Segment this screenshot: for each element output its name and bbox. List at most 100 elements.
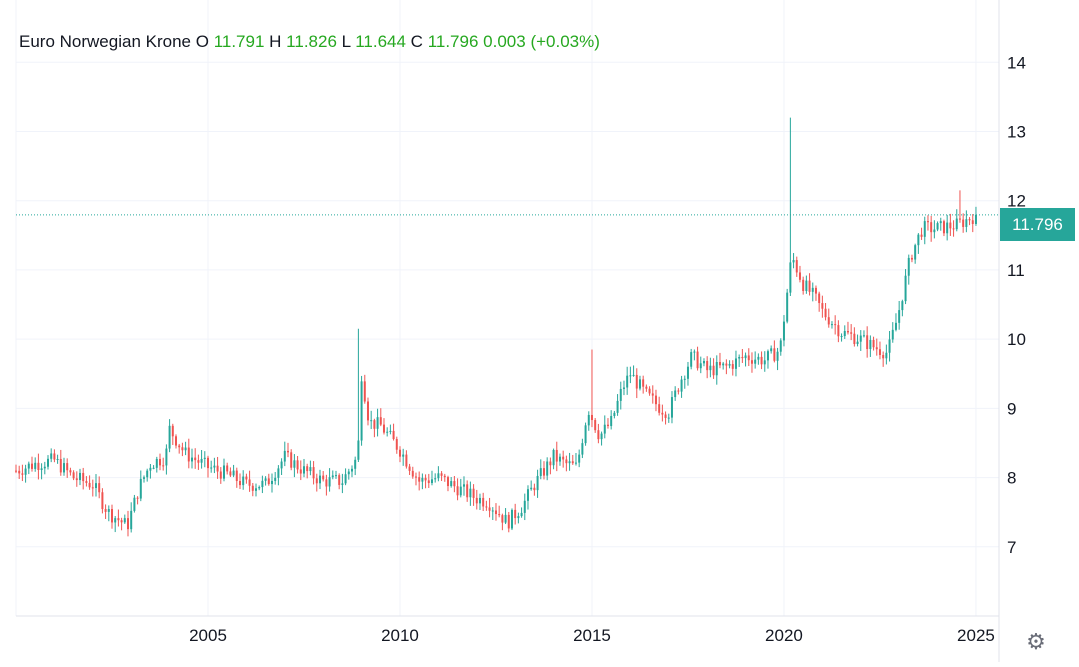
candle-body — [590, 414, 593, 421]
candle-body — [232, 470, 235, 476]
candle-body — [178, 445, 181, 448]
y-tick-label: 10 — [1007, 330, 1026, 349]
candle-body — [568, 461, 571, 464]
candle-body — [539, 468, 542, 476]
candle-body — [706, 361, 709, 371]
candle-body — [197, 460, 200, 463]
gear-icon[interactable]: ⚙ — [1026, 629, 1046, 654]
candle-body — [366, 401, 369, 421]
candle-body — [546, 461, 549, 476]
candle-body — [322, 475, 325, 480]
candle-body — [738, 356, 741, 359]
candle-body — [824, 308, 827, 318]
candle-body — [520, 512, 523, 517]
candle-body — [50, 453, 53, 459]
candle-body — [536, 475, 539, 491]
candle-body — [661, 412, 664, 415]
candle-body — [190, 457, 193, 462]
candle-body — [510, 509, 513, 529]
candle-body — [837, 325, 840, 337]
candle-body — [110, 509, 113, 523]
candle-body — [920, 234, 923, 237]
candle-body — [773, 348, 776, 361]
candle-body — [638, 379, 641, 389]
candle-body — [466, 484, 469, 498]
candle-body — [754, 359, 757, 364]
candle-body — [894, 322, 897, 330]
candle-body — [744, 355, 747, 359]
legend-high-value: 11.826 — [286, 32, 337, 51]
candle-body — [312, 467, 315, 479]
candle-body — [478, 497, 481, 504]
candle-body — [360, 381, 363, 441]
candle-body — [677, 390, 680, 392]
legend-low-label: L — [341, 32, 351, 51]
candle-body — [462, 484, 465, 487]
candle-body — [229, 471, 232, 476]
candle-body — [702, 361, 705, 364]
candle-body — [898, 310, 901, 323]
candle-body — [456, 486, 459, 496]
candle-body — [56, 458, 59, 460]
candle-body — [306, 466, 309, 472]
candle-body — [440, 473, 443, 476]
candle-body — [958, 218, 961, 220]
candle-body — [30, 463, 33, 469]
candle-body — [75, 478, 78, 481]
candle-body — [578, 454, 581, 463]
candle-body — [846, 331, 849, 333]
candle-body — [610, 415, 613, 427]
candle-body — [827, 317, 830, 325]
candle-body — [821, 303, 824, 309]
candle-body — [811, 287, 814, 292]
candle-body — [514, 509, 517, 519]
candle-body — [187, 447, 190, 462]
candle-body — [734, 358, 737, 369]
candle-body — [168, 425, 171, 449]
candle-body — [114, 518, 117, 523]
candle-body — [891, 329, 894, 340]
candle-body — [939, 221, 942, 224]
candle-body — [53, 453, 56, 460]
x-tick-label: 2025 — [957, 626, 995, 645]
candle-body — [43, 466, 46, 469]
legend-open-label: O — [195, 32, 209, 51]
candle-body — [277, 468, 280, 478]
candle-body — [968, 219, 971, 221]
candle-body — [853, 333, 856, 345]
candle-body — [334, 475, 337, 477]
candle-body — [69, 470, 72, 473]
candle-body — [750, 360, 753, 364]
candle-body — [309, 467, 312, 472]
candle-body — [446, 477, 449, 487]
candle-body — [491, 510, 494, 512]
candle-body — [88, 482, 91, 488]
candle-body — [530, 487, 533, 490]
candle-body — [616, 400, 619, 413]
candle-body — [558, 456, 561, 462]
candle-body — [338, 475, 341, 485]
candle-body — [779, 340, 782, 352]
candle-body — [962, 219, 965, 227]
candle-body — [715, 362, 718, 376]
candle-body — [46, 458, 49, 467]
y-tick-label: 14 — [1007, 53, 1026, 72]
x-axis-labels: 2005 2010 2015 2020 2025 — [189, 626, 995, 645]
candle-body — [408, 466, 411, 471]
candle-body — [66, 463, 69, 471]
candle-body — [40, 468, 43, 471]
candle-body — [258, 487, 261, 489]
candle-body — [405, 454, 408, 467]
candle-body — [619, 388, 622, 401]
candle-body — [264, 478, 267, 481]
candle-body — [843, 331, 846, 337]
candle-body — [216, 465, 219, 472]
candle-body — [606, 424, 609, 427]
candle-body — [658, 404, 661, 413]
candle-body — [757, 356, 760, 360]
y-tick-label: 12 — [1007, 192, 1026, 211]
candle-body — [494, 510, 497, 515]
candle-body — [210, 467, 213, 469]
